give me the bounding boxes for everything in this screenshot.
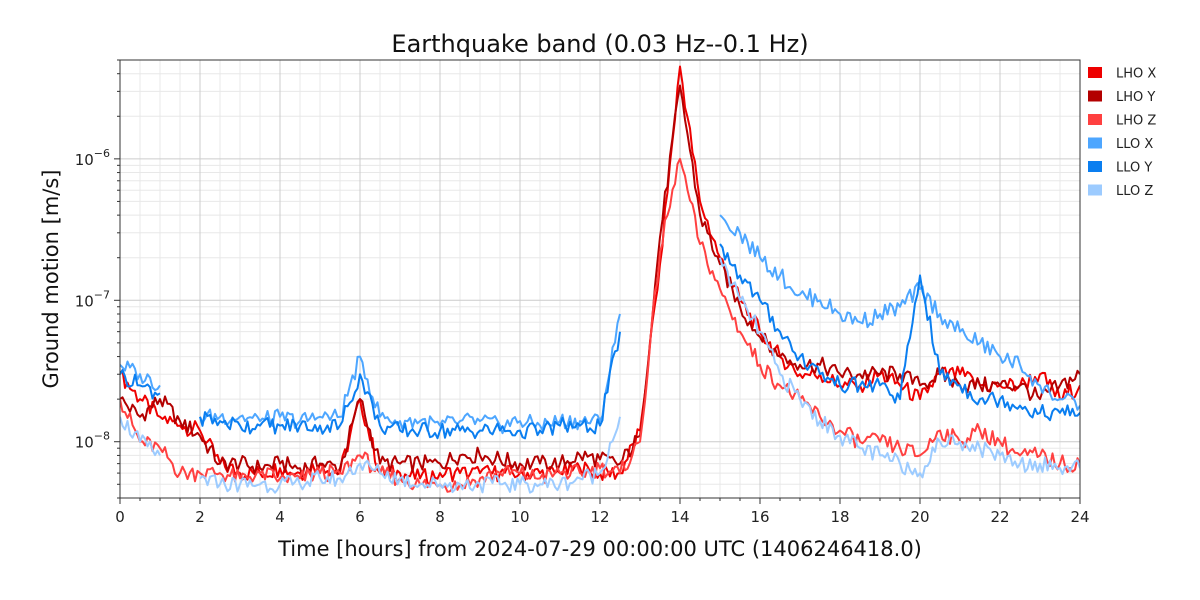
legend-label: LLO Z bbox=[1116, 184, 1153, 199]
x-tick-labels: 0 2 4 6 8 10 12 14 16 18 20 22 24 bbox=[115, 508, 1089, 526]
x-tick-label: 18 bbox=[830, 508, 849, 526]
series-line-llo-y bbox=[199, 331, 621, 440]
x-tick-label: 12 bbox=[590, 508, 609, 526]
x-tick-label: 2 bbox=[195, 508, 205, 526]
x-tick-label: 14 bbox=[670, 508, 689, 526]
legend-label: LHO Y bbox=[1116, 90, 1155, 105]
y-tick-label: 10−7 bbox=[75, 288, 110, 310]
x-tick-label: 4 bbox=[275, 508, 285, 526]
x-tick-label: 24 bbox=[1070, 508, 1089, 526]
x-tick-label: 6 bbox=[355, 508, 365, 526]
series-line-llo-z bbox=[199, 416, 621, 494]
legend-swatch bbox=[1088, 67, 1102, 78]
chart-title: Earthquake band (0.03 Hz--0.1 Hz) bbox=[391, 30, 808, 58]
x-tick-label: 22 bbox=[990, 508, 1009, 526]
x-tick-label: 20 bbox=[910, 508, 929, 526]
legend-label: LLO X bbox=[1116, 137, 1153, 152]
series-line-llo-y bbox=[719, 243, 1080, 422]
legend-swatch bbox=[1088, 114, 1102, 125]
series-line-llo-y bbox=[120, 369, 161, 400]
legend-swatch bbox=[1088, 137, 1102, 149]
legend-label: LHO X bbox=[1116, 67, 1156, 82]
y-axis-title: Ground motion [m/s] bbox=[39, 170, 63, 389]
series-line-lho-y bbox=[120, 84, 1080, 477]
axis-ticks bbox=[114, 59, 1081, 504]
legend-swatch bbox=[1088, 161, 1102, 172]
series-line-llo-x bbox=[120, 360, 161, 392]
legend: LHO X LHO Y LHO Z LLO X LLO Y LLO Z bbox=[1088, 67, 1156, 199]
major-gridlines bbox=[119, 60, 1081, 498]
x-tick-label: 8 bbox=[435, 508, 445, 526]
x-tick-label: 0 bbox=[115, 508, 125, 526]
x-axis-title: Time [hours] from 2024-07-29 00:00:00 UT… bbox=[277, 537, 922, 561]
legend-swatch bbox=[1088, 90, 1102, 102]
y-tick-label: 10−6 bbox=[75, 147, 110, 169]
y-tick-label: 10−8 bbox=[75, 430, 110, 452]
series-line-lho-z bbox=[120, 157, 1080, 493]
series-line-llo-z bbox=[719, 257, 1080, 479]
x-tick-label: 10 bbox=[510, 508, 529, 526]
legend-label: LLO Y bbox=[1116, 161, 1152, 176]
x-tick-label: 16 bbox=[750, 508, 769, 526]
series-line-llo-x bbox=[719, 214, 1080, 411]
y-tick-labels: 10−8 10−7 10−6 bbox=[75, 147, 110, 452]
series-line-llo-z bbox=[120, 416, 161, 457]
legend-label: LHO Z bbox=[1116, 114, 1156, 129]
legend-swatch bbox=[1088, 184, 1102, 196]
series-lines bbox=[120, 65, 1080, 494]
